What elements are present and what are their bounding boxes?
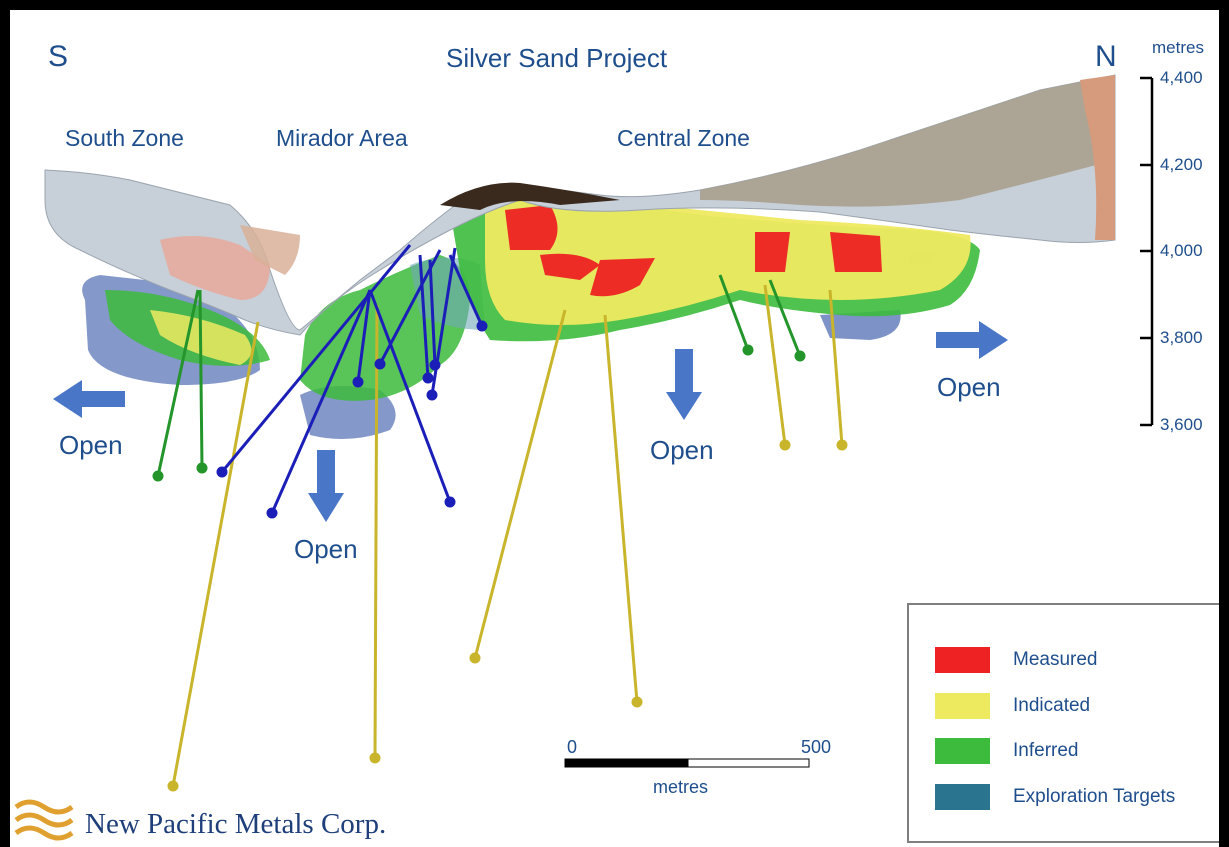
- topography-surface: [44, 74, 1116, 336]
- orebody-central-measured: [505, 205, 882, 297]
- legend-item-measured: Measured: [935, 647, 1098, 673]
- legend-item-indicated: Indicated: [935, 693, 1090, 719]
- legend-item-exploration-targets: Exploration Targets: [935, 784, 1175, 810]
- legend-swatch-indicated: [935, 693, 990, 719]
- exploration-target-central: [820, 310, 901, 340]
- open-label-central: Open: [650, 435, 714, 465]
- legend-label: Exploration Targets: [1013, 786, 1176, 807]
- legend-label: Inferred: [1013, 740, 1079, 761]
- open-label-right: Open: [937, 372, 1001, 402]
- drill-holes-yellow: [167, 284, 848, 792]
- zone-label-central: Central Zone: [617, 125, 750, 151]
- elevation-tick-label: 4,400: [1160, 68, 1203, 87]
- company-logo-icon: [14, 799, 74, 841]
- legend-label: Indicated: [1013, 695, 1091, 716]
- legend: Measured Indicated Inferred Exploration …: [907, 603, 1219, 843]
- diagram-title: Silver Sand Project: [446, 43, 668, 73]
- legend-swatch-measured: [935, 647, 990, 673]
- open-label-mirador: Open: [294, 534, 358, 564]
- drill-holes-blue: [216, 244, 488, 519]
- open-label-left: Open: [59, 430, 123, 460]
- open-arrow-mirador: [308, 450, 344, 522]
- elevation-tick-label: 4,200: [1160, 155, 1203, 174]
- compass-north-label: N: [1095, 40, 1117, 73]
- scale-bar-unit-label: metres: [653, 777, 709, 797]
- scale-bar: [564, 758, 810, 768]
- zone-label-mirador: Mirador Area: [276, 125, 408, 151]
- legend-label: Measured: [1013, 649, 1098, 670]
- legend-swatch-inferred: [935, 738, 990, 764]
- elevation-axis: [1140, 76, 1154, 427]
- elevation-tick-label: 3,600: [1160, 415, 1203, 434]
- elevation-tick-label: 4,000: [1160, 241, 1203, 260]
- drill-holes-green: [152, 274, 806, 482]
- open-arrow-right: [936, 321, 1008, 359]
- scale-bar-end-label: 500: [801, 737, 832, 757]
- company-name: New Pacific Metals Corp.: [85, 808, 387, 840]
- scale-bar-start-label: 0: [567, 737, 578, 757]
- legend-item-inferred: Inferred: [935, 738, 1078, 764]
- open-arrow-central: [666, 349, 702, 420]
- elevation-tick-label: 3,800: [1160, 328, 1203, 347]
- compass-south-label: S: [48, 40, 69, 73]
- elevation-unit-label: metres: [1152, 38, 1204, 57]
- zone-label-south: South Zone: [65, 125, 184, 151]
- open-arrow-left: [53, 380, 125, 418]
- legend-swatch-exploration-targets: [935, 784, 990, 810]
